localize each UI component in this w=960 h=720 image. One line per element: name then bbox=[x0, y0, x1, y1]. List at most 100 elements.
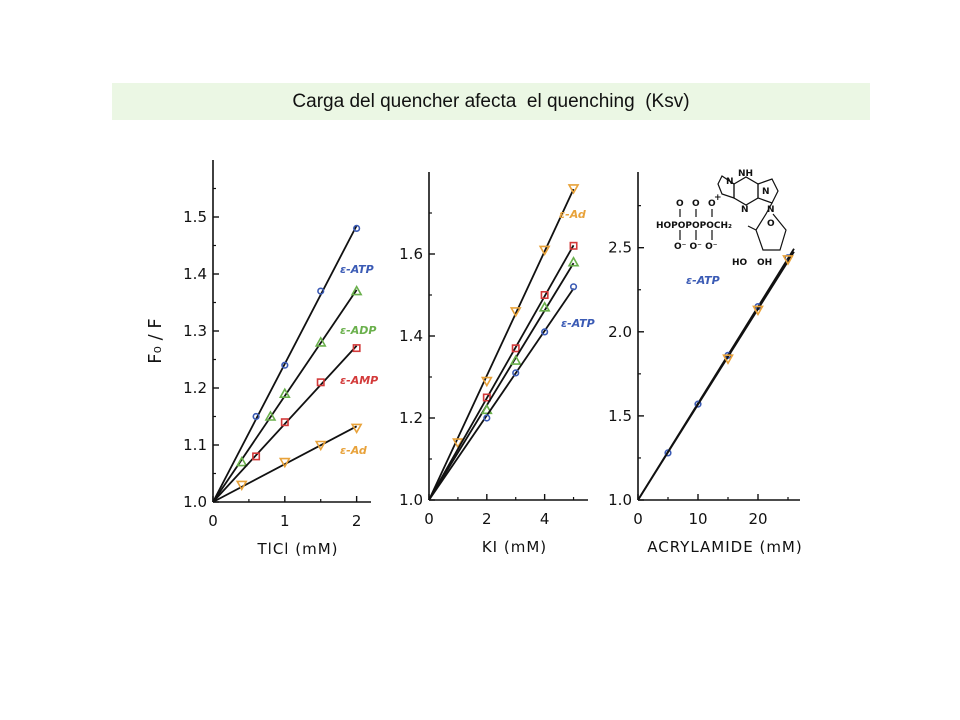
label-ead-tlcl: ε-Ad bbox=[340, 444, 367, 457]
data-point-circle bbox=[317, 287, 325, 295]
structure-n2: N bbox=[762, 187, 770, 197]
data-point-circle bbox=[541, 328, 549, 336]
y-tick-label: 1.4 bbox=[183, 265, 207, 283]
data-point-triangle-down bbox=[278, 457, 291, 469]
x-tick-label: 2 bbox=[482, 510, 492, 528]
eatp-structure-diagram bbox=[679, 175, 787, 251]
fit-line bbox=[428, 288, 575, 501]
structure-o3: O bbox=[708, 199, 716, 209]
data-point-triangle-down bbox=[314, 440, 327, 452]
fit-line bbox=[212, 345, 358, 503]
structure-ring-five bbox=[757, 178, 779, 204]
y-axis-label: F₀ / F bbox=[145, 318, 166, 363]
label-eadp-tlcl: ε-ADP bbox=[340, 324, 376, 337]
data-point-square bbox=[511, 344, 520, 353]
structure-phosphate-charges: O⁻ O⁻ O⁻ bbox=[674, 242, 718, 252]
x-axis-label: ACRYLAMIDE (mM) bbox=[647, 538, 802, 556]
x-tick-label: 2 bbox=[352, 512, 362, 530]
x-axis-label: TlCl (mM) bbox=[257, 540, 339, 558]
y-tick-label: 1.5 bbox=[608, 407, 632, 425]
fit-line bbox=[212, 225, 358, 503]
structure-nh: NH bbox=[738, 169, 753, 179]
data-point-triangle-up bbox=[350, 284, 363, 296]
x-tick-label: 0 bbox=[208, 512, 218, 530]
slide-title: Carga del quencher afecta el quenching (… bbox=[292, 90, 690, 112]
structure-phosphate-chain: HOPOPOPOCH₂ bbox=[656, 221, 732, 231]
label-eatp-tlcl: ε-ATP bbox=[340, 263, 374, 276]
fit-line bbox=[637, 251, 795, 501]
structure-ring-o: O bbox=[767, 219, 775, 229]
y-tick-label: 2.0 bbox=[608, 323, 632, 341]
data-point-triangle-down bbox=[235, 480, 248, 492]
structure-ring-etheno bbox=[717, 175, 735, 199]
structure-n3: N bbox=[741, 205, 749, 215]
data-point-circle bbox=[664, 449, 672, 457]
fit-line bbox=[428, 262, 575, 501]
fit-line bbox=[428, 244, 575, 501]
x-tick-label: 0 bbox=[424, 510, 434, 528]
x-tick-label: 0 bbox=[633, 510, 643, 528]
data-point-square bbox=[252, 452, 261, 461]
data-point-triangle-up bbox=[314, 336, 327, 347]
structure-bond-ch2 bbox=[747, 225, 757, 231]
y-tick-label: 1.1 bbox=[183, 436, 207, 454]
data-point-triangle-up bbox=[264, 410, 277, 421]
data-point-circle bbox=[353, 224, 361, 232]
structure-phosphate-bonds bbox=[679, 209, 713, 240]
y-tick-label: 1.4 bbox=[399, 327, 423, 345]
data-point-circle bbox=[694, 400, 702, 408]
y-tick-label: 1.2 bbox=[183, 379, 207, 397]
y-tick-label: 1.0 bbox=[183, 493, 207, 511]
label-eatp-ki: ε-ATP bbox=[561, 317, 595, 330]
slide-title-band: Carga del quencher afecta el quenching (… bbox=[112, 83, 870, 120]
x-tick-label: 20 bbox=[748, 510, 767, 528]
data-point-triangle-down bbox=[509, 307, 522, 318]
data-point-square bbox=[280, 418, 289, 427]
data-point-triangle-down bbox=[452, 438, 464, 449]
y-tick-label: 1.0 bbox=[608, 491, 632, 509]
label-eamp-tlcl: ε-AMP bbox=[340, 374, 378, 387]
data-point-triangle-up bbox=[538, 301, 551, 312]
x-tick-label: 4 bbox=[540, 510, 550, 528]
y-tick-label: 1.3 bbox=[183, 322, 207, 340]
data-point-triangle-down bbox=[752, 305, 764, 317]
data-point-circle bbox=[281, 361, 289, 369]
data-point-circle bbox=[569, 283, 578, 291]
y-tick-label: 1.6 bbox=[399, 245, 423, 263]
x-axis-label: KI (mM) bbox=[482, 538, 547, 556]
structure-o2: O bbox=[692, 199, 700, 209]
fit-line bbox=[428, 188, 575, 501]
label-ead-ki: ε-Ad bbox=[559, 208, 586, 221]
y-tick-label: 1.2 bbox=[399, 409, 423, 427]
data-point-triangle-down bbox=[538, 245, 551, 257]
data-point-square bbox=[540, 290, 549, 299]
structure-n1: N bbox=[726, 177, 734, 187]
data-point-triangle-down bbox=[480, 376, 493, 388]
chart-tlcl: 1.0 1.1 1.2 1.3 1.4 1.5 0 1 2 TlCl (mM) F₀ / F bbox=[145, 160, 371, 558]
data-point-triangle-down bbox=[350, 423, 363, 435]
fit-line bbox=[212, 289, 358, 503]
data-point-circle bbox=[252, 412, 260, 421]
structure-n4: N bbox=[767, 205, 775, 215]
data-point-triangle-up bbox=[480, 403, 493, 415]
data-point-square bbox=[569, 241, 578, 250]
structure-plus: + bbox=[714, 193, 722, 203]
structure-ring-six bbox=[733, 176, 759, 206]
chart-ki: 1.0 1.2 1.4 1.6 0 2 4 KI (mM) bbox=[399, 172, 588, 556]
structure-ho: HO bbox=[732, 258, 748, 268]
structure-oh: OH bbox=[757, 258, 772, 268]
structure-ribose bbox=[755, 202, 787, 251]
y-tick-label: 1.0 bbox=[399, 491, 423, 509]
y-tick-label: 2.5 bbox=[608, 239, 632, 257]
data-point-triangle-up bbox=[278, 387, 291, 399]
y-tick-label: 1.5 bbox=[183, 208, 207, 226]
chart-acrylamide: 1.0 1.5 2.0 2.5 0 10 20 ACRYLAMIDE (mM) bbox=[608, 172, 802, 556]
structure-o1: O bbox=[676, 199, 684, 209]
label-eatp-acrylamide: ε-ATP bbox=[686, 274, 720, 287]
x-tick-label: 1 bbox=[280, 512, 290, 530]
x-tick-label: 10 bbox=[688, 510, 707, 528]
data-point-triangle-up bbox=[567, 256, 580, 267]
data-point-triangle-down bbox=[782, 255, 794, 266]
data-point-triangle-down bbox=[567, 184, 580, 195]
